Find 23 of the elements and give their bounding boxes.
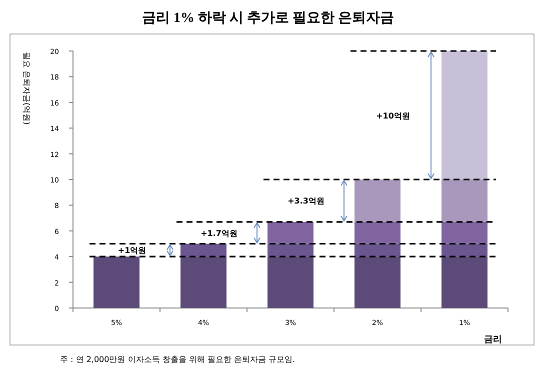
bar xyxy=(442,256,488,308)
bar xyxy=(354,222,400,244)
bar xyxy=(268,244,314,257)
bar xyxy=(442,244,488,257)
bar xyxy=(354,256,400,308)
bar xyxy=(354,180,400,222)
bar xyxy=(354,244,400,257)
bar xyxy=(268,256,314,308)
annotation: +1억원 xyxy=(118,246,146,256)
y-axis-title: 필요 은퇴자금(억원) xyxy=(22,52,31,125)
x-axis-title: 금리 xyxy=(484,335,502,345)
annotation: +10억원 xyxy=(376,111,410,120)
bar xyxy=(180,256,226,308)
text: 주 : 연 2,000만원 이자소득 창출을 위해 필요한 은퇴자금 규모임. xyxy=(60,355,296,364)
annotation: +3.3억원 xyxy=(288,196,324,206)
annotation: +1.7억원 xyxy=(200,228,238,238)
bar xyxy=(442,51,488,180)
chart-title: 금리 1% 하락 시 추가로 필요한 은퇴자금 xyxy=(142,11,394,26)
bar xyxy=(442,180,488,222)
bar xyxy=(268,222,314,244)
bar xyxy=(94,256,140,308)
bar xyxy=(180,244,226,257)
bar xyxy=(442,222,488,244)
